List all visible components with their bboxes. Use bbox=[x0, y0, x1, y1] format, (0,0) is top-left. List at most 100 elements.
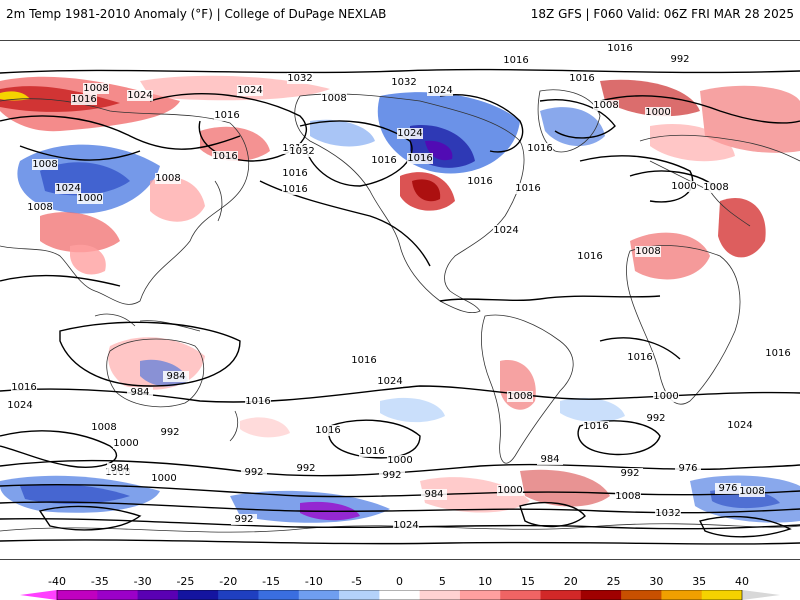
pressure-label: 1016 bbox=[371, 155, 396, 166]
colorbar-segment bbox=[258, 590, 300, 600]
pressure-label: 1008 bbox=[593, 100, 618, 111]
pressure-label: 1024 bbox=[493, 225, 518, 236]
pressure-label: 976 bbox=[678, 463, 697, 474]
pressure-label: 1000 bbox=[387, 455, 412, 466]
pressure-label: 1008 bbox=[83, 83, 108, 94]
colorbar-tick: -10 bbox=[304, 575, 323, 588]
colorbar-tick: 35 bbox=[692, 575, 707, 588]
pressure-label: 1016 bbox=[245, 396, 270, 407]
colorbar-tick: 25 bbox=[606, 575, 621, 588]
pressure-label: 1016 bbox=[765, 348, 790, 359]
pressure-label: 992 bbox=[296, 463, 315, 474]
colorbar-tick-labels: -40 -35 -30 -25 -20 -15 -10 -5 0 5 10 15 20 25 30 35 40 bbox=[0, 575, 800, 589]
pressure-label: 992 bbox=[382, 470, 401, 481]
colorbar-segment bbox=[177, 590, 219, 600]
pressure-label: 1008 bbox=[155, 173, 180, 184]
anomaly-colorbar: -40 -35 -30 -25 -20 -15 -10 -5 0 5 10 15 20 25 30 35 40 bbox=[0, 566, 800, 600]
pressure-label: 1016 bbox=[212, 151, 237, 162]
pressure-label: 1016 bbox=[71, 94, 96, 105]
pressure-label: 992 bbox=[234, 514, 253, 525]
colorbar-segment bbox=[339, 590, 380, 600]
pressure-label: 1016 bbox=[583, 421, 608, 432]
pressure-label: 1000 bbox=[497, 485, 522, 496]
colorbar-segment bbox=[97, 590, 139, 600]
pressure-label: 1024 bbox=[427, 85, 452, 96]
colorbar-tick: 15 bbox=[520, 575, 535, 588]
pressure-label: 1016 bbox=[515, 183, 540, 194]
pressure-label: 1000 bbox=[671, 181, 696, 192]
pressure-label: 992 bbox=[244, 467, 263, 478]
colorbar-tick: 40 bbox=[735, 575, 749, 588]
pressure-label: 1008 bbox=[27, 202, 52, 213]
colorbar-tick: -30 bbox=[133, 575, 152, 588]
pressure-label: 1016 bbox=[467, 176, 492, 187]
map-title: 2m Temp 1981-2010 Anomaly (°F) | College… bbox=[6, 7, 387, 21]
pressure-label: 1000 bbox=[645, 107, 670, 118]
colorbar-segment bbox=[379, 590, 421, 600]
colorbar-segment bbox=[540, 590, 582, 600]
colorbar-segment bbox=[701, 590, 743, 600]
pressure-label: 1008 bbox=[321, 93, 346, 104]
colorbar-max-arrow bbox=[742, 590, 780, 600]
coastline-layer bbox=[0, 89, 800, 533]
title-bar: 2m Temp 1981-2010 Anomaly (°F) | College… bbox=[0, 0, 800, 30]
pressure-label: 1032 bbox=[391, 77, 416, 88]
pressure-label: 1008 bbox=[507, 391, 532, 402]
colorbar-tick: 30 bbox=[649, 575, 664, 588]
colorbar-tick: 20 bbox=[563, 575, 578, 588]
colorbar-segment bbox=[459, 590, 501, 600]
colorbar-segment bbox=[500, 590, 542, 600]
pressure-label: 1024 bbox=[127, 90, 152, 101]
pressure-label: 992 bbox=[670, 54, 689, 65]
pressure-label: 1016 bbox=[282, 168, 307, 179]
pressure-label: 1000 bbox=[77, 193, 102, 204]
pressure-label: 1008 bbox=[703, 182, 728, 193]
pressure-label: 1016 bbox=[11, 382, 36, 393]
pressure-label: 1016 bbox=[503, 55, 528, 66]
colorbar-segment bbox=[621, 590, 662, 600]
pressure-label: 1008 bbox=[615, 491, 640, 502]
pressure-label: 1016 bbox=[569, 73, 594, 84]
pressure-label: 1024 bbox=[727, 420, 752, 431]
pressure-label: 1024 bbox=[397, 128, 422, 139]
pressure-label: 1016 bbox=[527, 143, 552, 154]
pressure-label: 1024 bbox=[393, 520, 418, 531]
pressure-label: 984 bbox=[130, 387, 149, 398]
colorbar-min-arrow bbox=[20, 590, 57, 600]
colorbar-segment bbox=[580, 590, 622, 600]
pressure-label: 1032 bbox=[289, 146, 314, 157]
colorbar-tick: 0 bbox=[396, 575, 403, 588]
colorbar-segment bbox=[137, 590, 179, 600]
colorbar-segment bbox=[661, 590, 703, 600]
pressure-label: 1016 bbox=[627, 352, 652, 363]
pressure-label: 1024 bbox=[7, 400, 32, 411]
pressure-label: 984 bbox=[424, 489, 443, 500]
pressure-label: 1000 bbox=[653, 391, 678, 402]
pressure-label: 992 bbox=[620, 468, 639, 479]
colorbar-segment bbox=[298, 590, 340, 600]
pressure-label: 984 bbox=[540, 454, 559, 465]
colorbar-segment bbox=[218, 590, 259, 600]
colorbar-segment bbox=[419, 590, 461, 600]
colorbar-segment bbox=[57, 590, 98, 600]
pressure-label: 1024 bbox=[377, 376, 402, 387]
pressure-label: 1032 bbox=[655, 508, 680, 519]
pressure-label: 1016 bbox=[214, 110, 239, 121]
pressure-label: 1008 bbox=[739, 486, 764, 497]
weather-map[interactable]: 992 1016 1008 1016 1024 1032 1024 1032 1024 1008 1… bbox=[0, 40, 800, 560]
pressure-label: 1000 bbox=[113, 438, 138, 449]
pressure-label: 1016 bbox=[315, 425, 340, 436]
colorbar-tick: -35 bbox=[90, 575, 109, 588]
pressure-label: 1008 bbox=[32, 159, 57, 170]
pressure-label: 1008 bbox=[635, 246, 660, 257]
pressure-label: 984 bbox=[166, 371, 185, 382]
pressure-label: 1016 bbox=[407, 153, 432, 164]
pressure-label: 1016 bbox=[282, 184, 307, 195]
pressure-label: 1024 bbox=[237, 85, 262, 96]
pressure-label: 992 bbox=[646, 413, 665, 424]
pressure-label: 1016 bbox=[359, 446, 384, 457]
pressure-label: 984 bbox=[110, 463, 129, 474]
colorbar-tick: -40 bbox=[48, 575, 66, 588]
